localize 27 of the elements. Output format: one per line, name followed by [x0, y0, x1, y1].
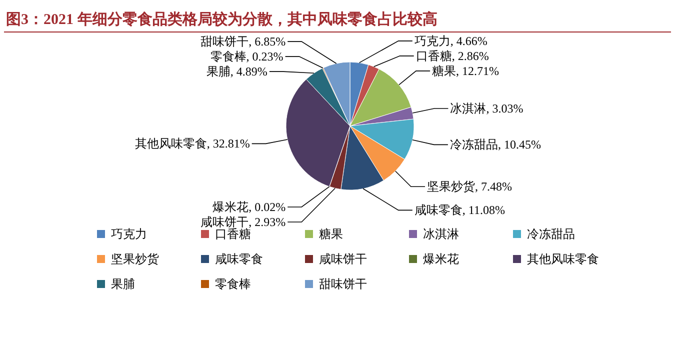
legend-label: 糖果 — [319, 227, 343, 241]
data-label: 冷冻甜品, 10.45% — [450, 138, 541, 152]
data-label: 冰淇淋, 3.03% — [450, 102, 524, 116]
data-label: 糖果, 12.71% — [432, 64, 500, 78]
data-label: 甜味饼干, 6.85% — [200, 34, 286, 49]
legend-label: 坚果炒货 — [111, 252, 159, 266]
data-label: 果脯, 4.89% — [206, 64, 268, 79]
legend-label: 巧克力 — [111, 227, 147, 241]
legend-label: 果脯 — [111, 277, 135, 291]
data-label: 口香糖, 2.86% — [416, 48, 489, 63]
data-label: 咸味饼干, 2.93% — [200, 215, 286, 229]
data-label: 坚果炒货, 7.48% — [427, 180, 512, 194]
legend-label: 甜味饼干 — [319, 277, 367, 291]
data-label: 零食棒, 0.23% — [210, 50, 284, 64]
legend-label: 口香糖 — [215, 227, 251, 241]
data-label: 其他风味零食, 32.81% — [134, 136, 250, 151]
legend-label: 咸味零食 — [215, 252, 263, 266]
legend-label: 爆米花 — [423, 252, 459, 266]
legend-label: 其他风味零食 — [527, 252, 599, 266]
data-label: 爆米花, 0.02% — [212, 200, 286, 214]
chart-title: 图3：2021 年细分零食品类格局较为分散，其中风味零食占比较高 — [6, 10, 438, 28]
legend-label: 咸味饼干 — [319, 252, 367, 266]
data-label: 咸味零食, 11.08% — [414, 203, 505, 218]
legend-label: 零食棒 — [215, 277, 251, 291]
legend-label: 冰淇淋 — [423, 227, 459, 241]
legend-label: 冷冻甜品 — [527, 227, 575, 241]
data-label: 巧克力, 4.66% — [414, 34, 488, 48]
